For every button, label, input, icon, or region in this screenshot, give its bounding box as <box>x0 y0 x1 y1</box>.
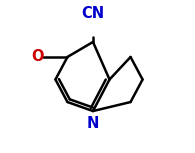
Text: CN: CN <box>82 6 105 21</box>
Text: N: N <box>87 116 99 131</box>
Text: O: O <box>31 49 44 64</box>
